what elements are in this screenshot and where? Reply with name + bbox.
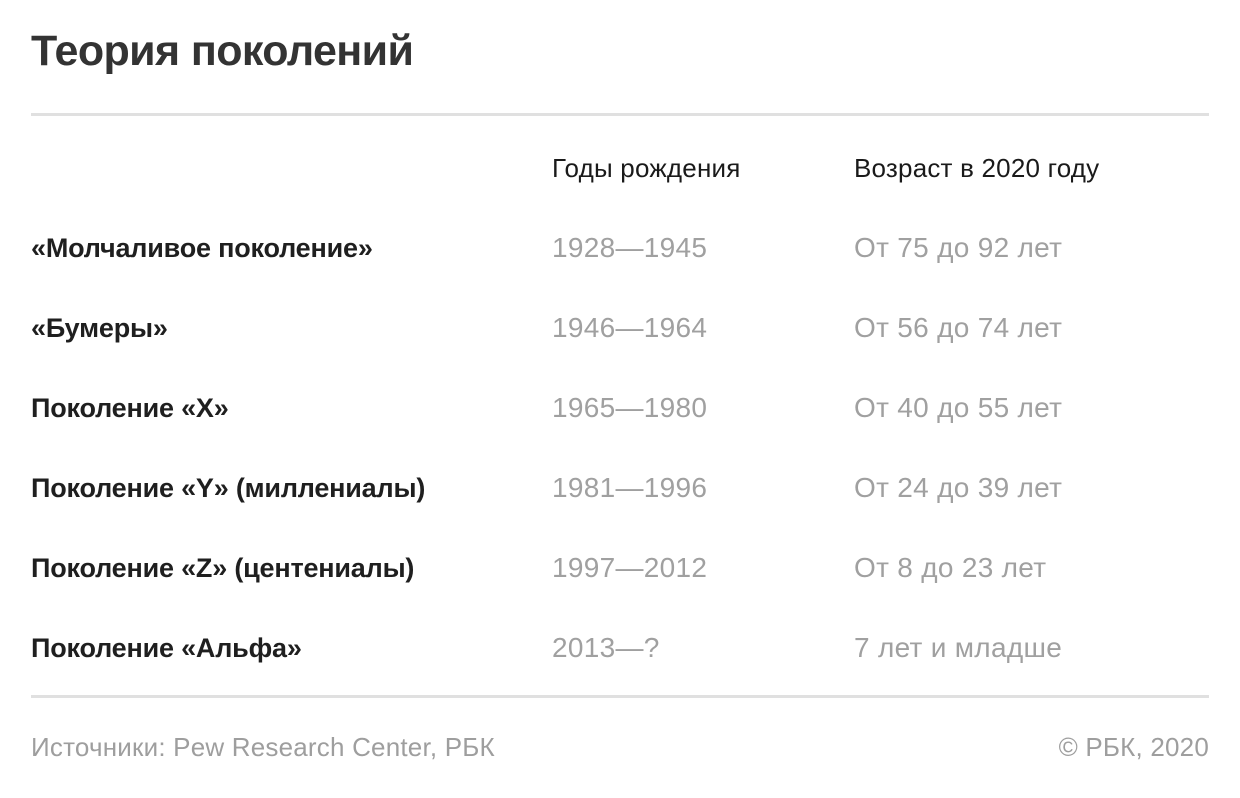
age-range: 7 лет и младше bbox=[854, 632, 1063, 663]
generation-name: «Молчаливое поколение» bbox=[31, 232, 373, 263]
age-range: От 24 до 39 лет bbox=[854, 472, 1063, 503]
age-range: От 75 до 92 лет bbox=[854, 232, 1063, 263]
title-divider bbox=[31, 113, 1209, 116]
generation-name: Поколение «X» bbox=[31, 392, 229, 423]
birth-years: 1981—1996 bbox=[552, 472, 708, 503]
birth-years: 1965—1980 bbox=[552, 392, 708, 423]
generation-name: Поколение «Альфа» bbox=[31, 632, 302, 663]
birth-years: 2013—? bbox=[552, 632, 660, 663]
birth-years: 1928—1945 bbox=[552, 232, 708, 263]
footer: Источники: Pew Research Center, РБК © РБ… bbox=[31, 731, 1209, 763]
column-header-age: Возраст в 2020 году bbox=[854, 152, 1100, 183]
generation-name: Поколение «Z» (центениалы) bbox=[31, 552, 415, 583]
copyright-note: © РБК, 2020 bbox=[1058, 732, 1209, 762]
age-range: От 56 до 74 лет bbox=[854, 312, 1063, 343]
table-header-row: Годы рождения Возраст в 2020 году bbox=[31, 128, 1209, 208]
generation-name: «Бумеры» bbox=[31, 312, 168, 343]
birth-years: 1946—1964 bbox=[552, 312, 708, 343]
table-row: «Молчаливое поколение» 1928—1945 От 75 д… bbox=[31, 208, 1209, 288]
table-row: «Бумеры» 1946—1964 От 56 до 74 лет bbox=[31, 288, 1209, 368]
column-header-years: Годы рождения bbox=[552, 152, 741, 183]
age-range: От 40 до 55 лет bbox=[854, 392, 1063, 423]
table-row: Поколение «Z» (центениалы) 1997—2012 От … bbox=[31, 528, 1209, 608]
birth-years: 1997—2012 bbox=[552, 552, 708, 583]
footer-divider bbox=[31, 695, 1209, 698]
table-row: Поколение «Y» (миллениалы) 1981—1996 От … bbox=[31, 448, 1209, 528]
page-title: Теория поколений bbox=[31, 27, 414, 75]
table-row: Поколение «Альфа» 2013—? 7 лет и младше bbox=[31, 608, 1209, 688]
table-row: Поколение «X» 1965—1980 От 40 до 55 лет bbox=[31, 368, 1209, 448]
age-range: От 8 до 23 лет bbox=[854, 552, 1047, 583]
generation-name: Поколение «Y» (миллениалы) bbox=[31, 472, 426, 503]
sources-note: Источники: Pew Research Center, РБК bbox=[31, 732, 495, 762]
generations-table: Годы рождения Возраст в 2020 году «Молча… bbox=[31, 128, 1209, 688]
